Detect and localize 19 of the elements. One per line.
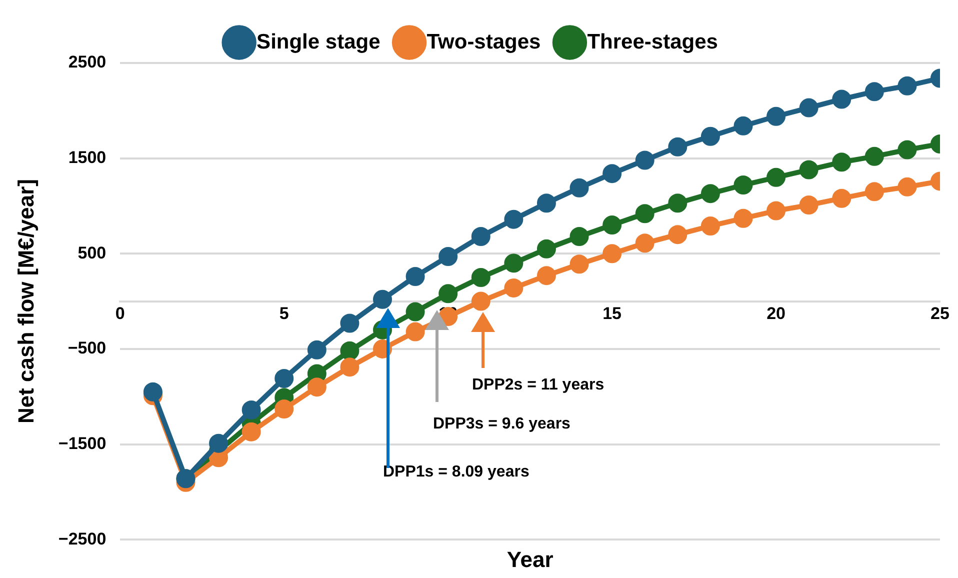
x-tick-label: 0 xyxy=(115,304,125,324)
x-tick-label: 5 xyxy=(279,304,289,324)
x-axis-title: Year xyxy=(506,546,554,572)
y-tick-label: 1500 xyxy=(68,148,106,168)
annotation: DPP1s = 8.09 years xyxy=(383,463,530,480)
legend-label: Single stage xyxy=(256,30,380,54)
y-tick-label: −2500 xyxy=(58,529,106,548)
y-tick-label: −500 xyxy=(68,338,106,358)
y-tick-label: −1500 xyxy=(58,434,106,453)
y-axis-title: Net cash flow [M€/year] xyxy=(13,179,38,424)
x-tick-label: 20 xyxy=(766,304,786,324)
x-tick-label: 15 xyxy=(602,304,622,324)
legend-label: Three-stages xyxy=(587,30,718,54)
y-tick-label: 500 xyxy=(78,243,106,262)
x-tick-label: 25 xyxy=(930,304,950,324)
annotation: DPP2s = 11 years xyxy=(472,376,604,394)
y-tick-label: 2500 xyxy=(68,52,106,72)
legend-label: Two-stages xyxy=(426,30,541,54)
annotation: DPP3s = 9.6 years xyxy=(433,415,571,432)
